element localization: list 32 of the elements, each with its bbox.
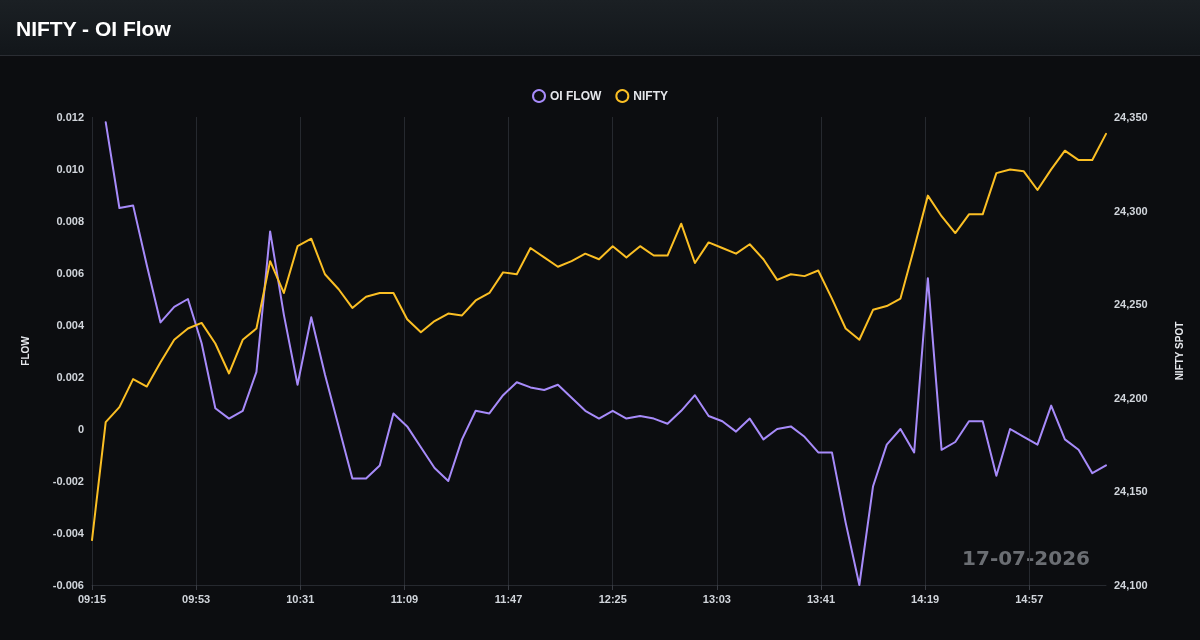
x-tick-label: 11:09 [390, 592, 419, 605]
x-tick-label: 14:19 [911, 592, 940, 605]
y2-tick-label: 24,300 [1114, 204, 1148, 217]
y-tick-label: -0.002 [52, 475, 84, 487]
y-tick-label: 0.008 [56, 215, 84, 227]
y-tick-label: -0.006 [52, 579, 84, 591]
x-tick-label: 13:41 [806, 592, 836, 605]
y2-axis-title: NIFTY SPOT [1173, 321, 1185, 381]
y-tick-label: -0.004 [52, 527, 85, 539]
x-tick-label: 09:53 [182, 592, 211, 605]
legend-label: NIFTY [633, 89, 668, 103]
x-tick-label: 14:57 [1015, 592, 1044, 605]
y-tick-label: 0.006 [56, 267, 84, 279]
x-tick-label: 10:31 [286, 592, 315, 605]
y2-tick-label: 24,250 [1114, 298, 1148, 311]
y-axis-title: FLOW [19, 335, 31, 366]
y-tick-label: 0.010 [56, 163, 84, 175]
x-tick-label: 12:25 [598, 592, 627, 605]
x-tick-label: 13:03 [702, 592, 731, 605]
x-tick-label: 11:47 [494, 592, 523, 605]
y-tick-label: 0 [77, 423, 84, 435]
y-tick-label: 0.012 [56, 111, 84, 123]
y-tick-label: 0.002 [56, 371, 84, 383]
y2-tick-label: 24,150 [1114, 485, 1148, 498]
chart-title: NIFTY - OI Flow [0, 0, 1200, 56]
y-tick-label: 0.004 [56, 319, 85, 331]
y2-tick-label: 24,100 [1114, 579, 1148, 591]
x-tick-label: 09:15 [77, 592, 107, 605]
y2-tick-label: 24,200 [1114, 391, 1148, 404]
legend-label: OI FLOW [550, 89, 602, 103]
annotation: 17-07-2026 [962, 546, 1091, 570]
y2-tick-label: 24,350 [1114, 111, 1148, 123]
